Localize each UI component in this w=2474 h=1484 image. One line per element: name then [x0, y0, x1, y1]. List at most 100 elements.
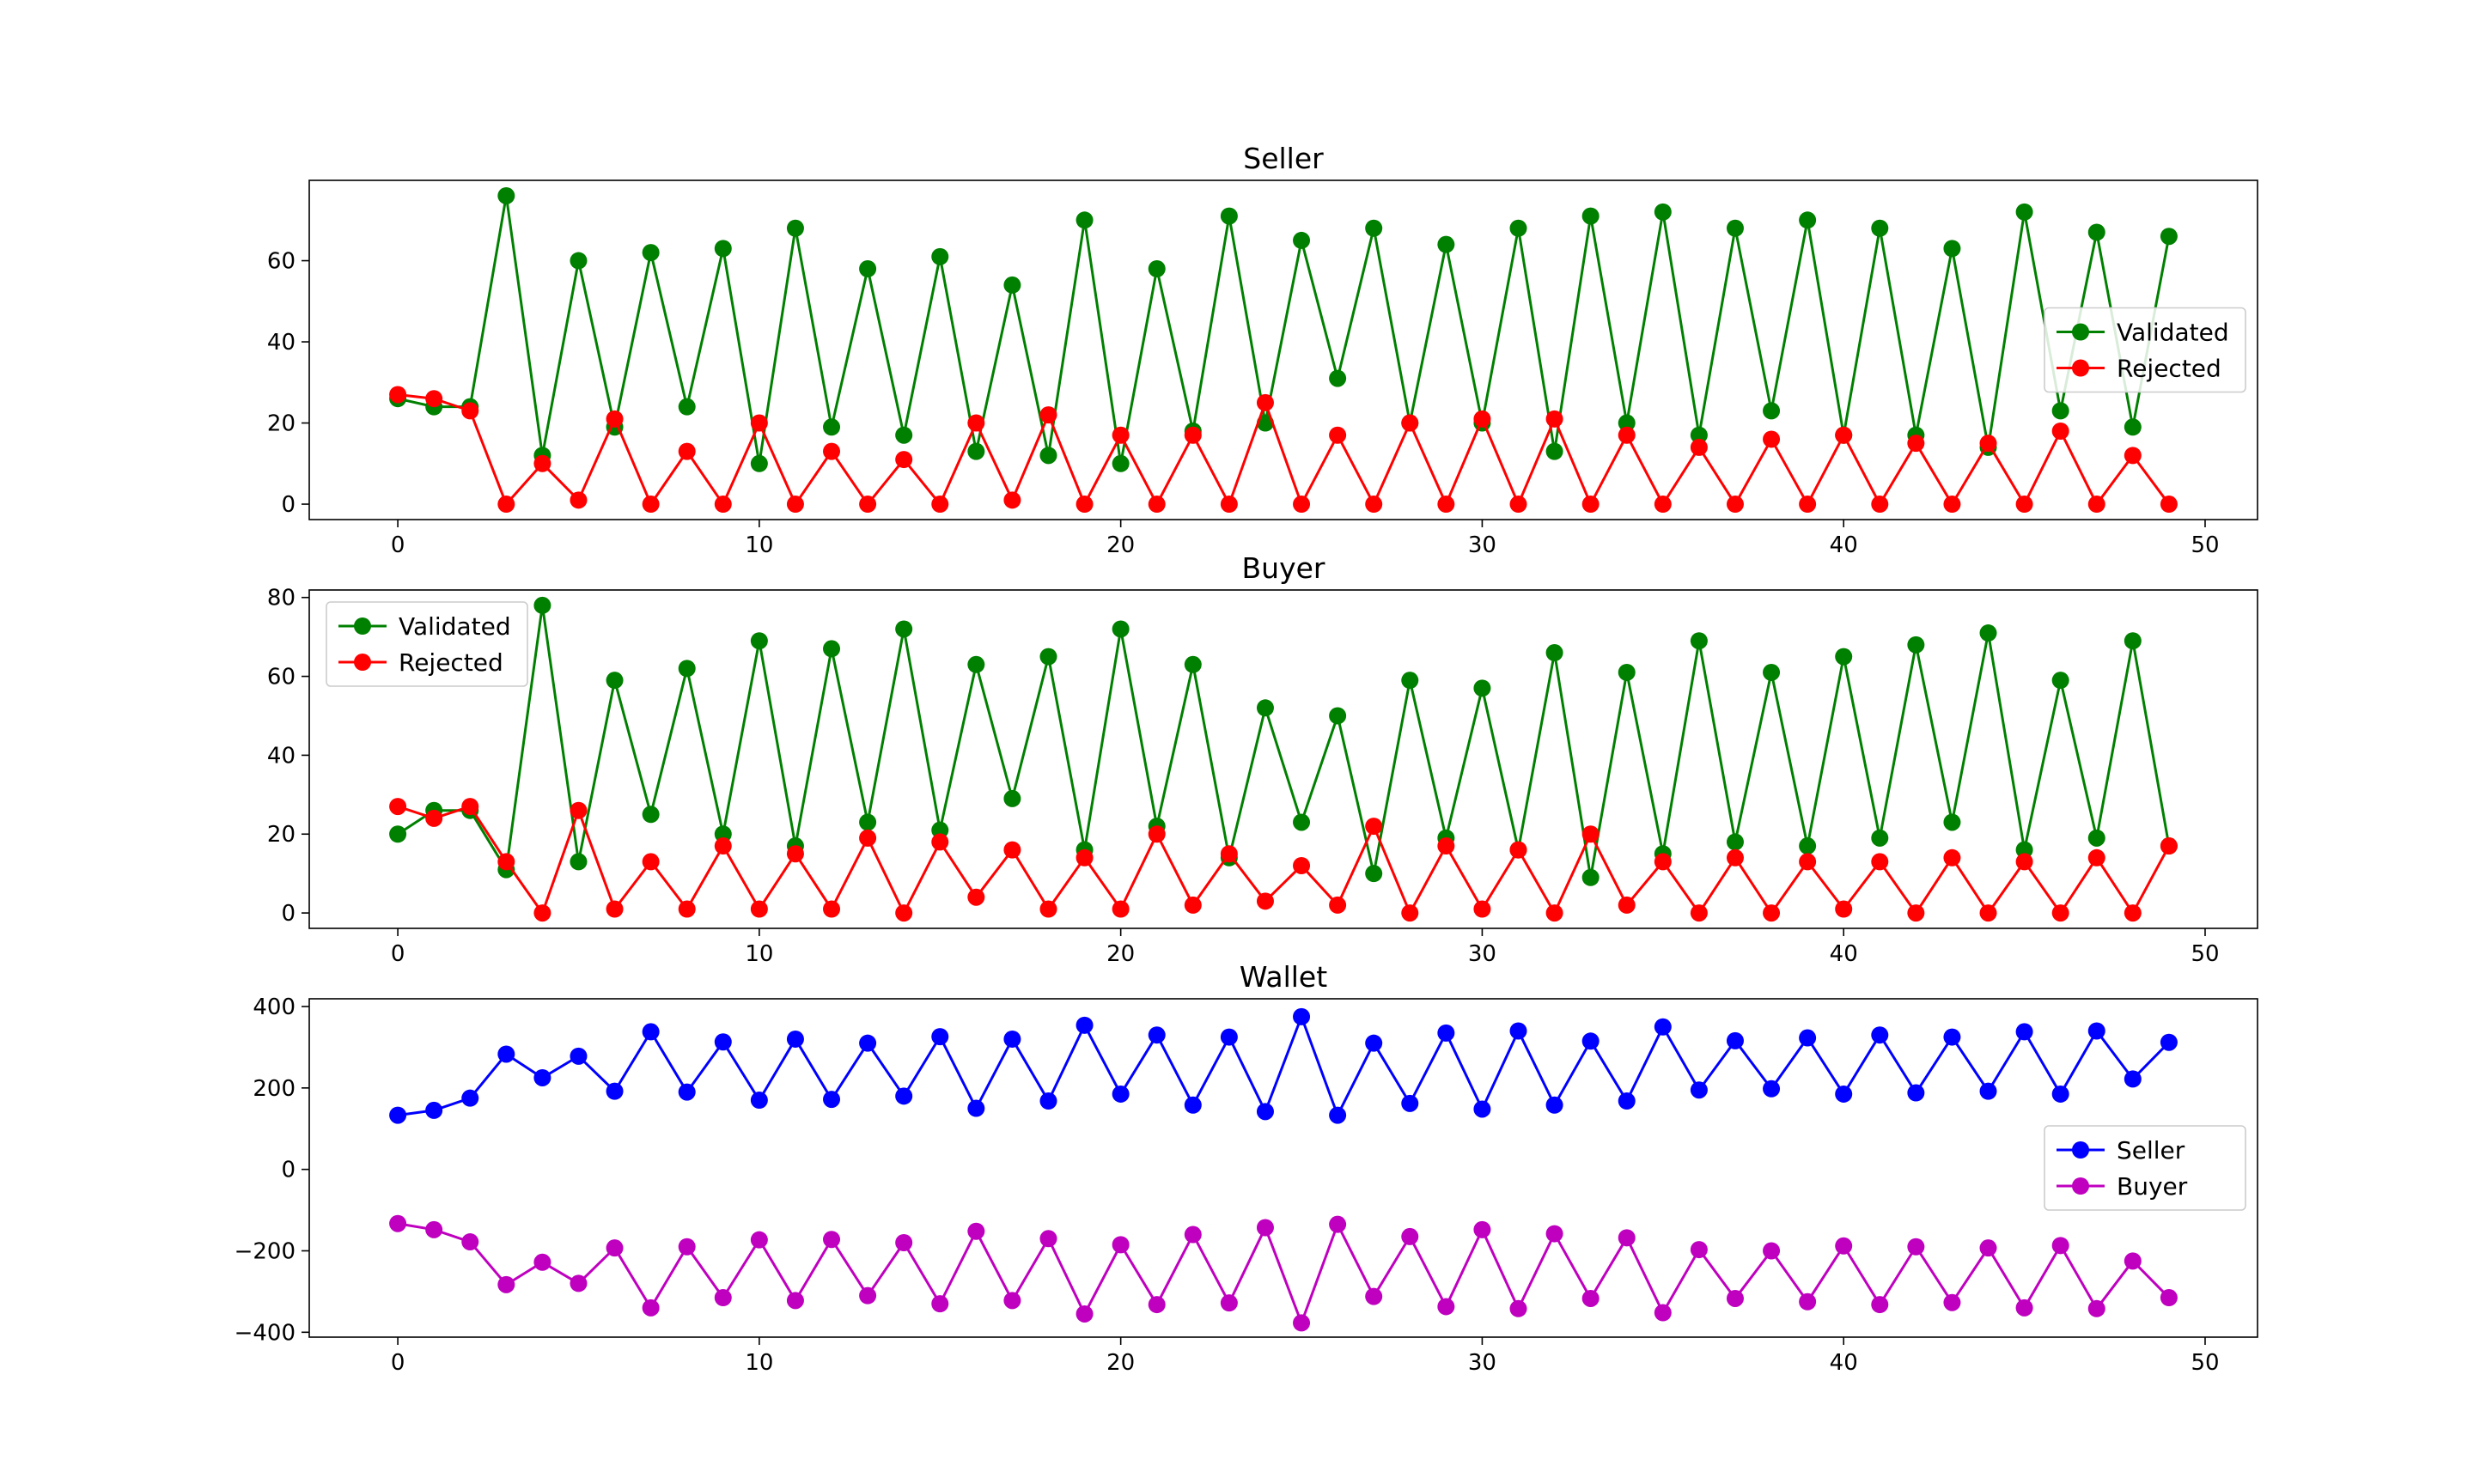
wallet-buyer-point [1509, 1299, 1527, 1317]
buyer-rejected-point [1184, 896, 1202, 914]
y-tick-label: 0 [281, 901, 296, 927]
seller-validated-point [1618, 414, 1636, 432]
seller-validated-point [1726, 219, 1744, 237]
wallet-buyer-point [642, 1298, 660, 1317]
wallet-seller-point [1979, 1082, 1997, 1100]
wallet-seller-point [1799, 1029, 1817, 1047]
wallet-buyer-point [533, 1253, 551, 1271]
wallet-seller-point [2015, 1023, 2033, 1041]
buyer-validated-point [895, 620, 913, 638]
buyer-rejected-point [1654, 853, 1672, 871]
seller-validated-point [1256, 414, 1274, 432]
buyer-validated-point [714, 825, 732, 843]
seller-validated-point [1943, 240, 1961, 258]
buyer-validated-point [1256, 699, 1274, 717]
buyer-validated-point [1365, 865, 1383, 883]
wallet-seller-point [1401, 1094, 1419, 1112]
seller-validated-point [1076, 211, 1094, 229]
wallet-buyer-point [1799, 1292, 1817, 1311]
seller-rejected-point [1112, 426, 1130, 444]
x-tick-label: 20 [1106, 941, 1135, 967]
seller-validated-point [1293, 231, 1311, 249]
wallet-seller-line [397, 1015, 2170, 1117]
wallet-subplot: Wallet 0 10 20 30 40 50 −400 −200 0 200 400 Seller Bu… [235, 960, 2258, 1376]
seller-rejected-point [786, 496, 804, 514]
wallet-buyer-point [1943, 1293, 1961, 1311]
y-tick-label: −200 [235, 1238, 296, 1264]
x-tick-label: 40 [1830, 941, 1858, 967]
x-tick-label: 50 [2191, 532, 2219, 558]
seller-validated-point [2051, 402, 2069, 420]
buyer-validated-point [2124, 632, 2142, 650]
buyer-rejected-point [1835, 900, 1853, 918]
seller-validated-point [1112, 454, 1130, 472]
buyer-rejected-point [497, 853, 515, 871]
buyer-subplot: Buyer 0 10 20 30 40 50 0 20 40 60 80 Validated Reject… [267, 551, 2258, 967]
buyer-rejected-point [750, 900, 768, 918]
seller-rejected-point [1763, 430, 1781, 448]
y-tick-label: 60 [267, 665, 296, 690]
y-tick-label: 40 [267, 743, 296, 769]
buyer-validated-point [1943, 813, 1961, 831]
legend-marker [2072, 1141, 2089, 1159]
buyer-rejected-point [2124, 904, 2142, 922]
wallet-buyer-point [1184, 1226, 1202, 1244]
buyer-validated-point [1545, 644, 1563, 662]
seller-validated-point [2087, 223, 2105, 241]
buyer-rejected-point [1979, 904, 1997, 922]
seller-validated-series [389, 186, 2178, 472]
wallet-buyer-point [1581, 1289, 1600, 1307]
wallet-buyer-point [1871, 1296, 1889, 1314]
wallet-seller-point [1690, 1081, 1708, 1099]
buyer-validated-point [1726, 833, 1744, 851]
legend-label: Validated [399, 612, 511, 641]
wallet-seller-point [425, 1101, 443, 1119]
buyer-validated-point [1690, 632, 1708, 650]
seller-rejected-point [389, 386, 407, 404]
seller-validated-point [1690, 426, 1708, 444]
buyer-validated-point [1835, 648, 1853, 666]
wallet-seller-point [1763, 1080, 1781, 1098]
buyer-validated-point [1039, 648, 1057, 666]
wallet-buyer-point [1907, 1238, 1925, 1256]
seller-validated-point [2015, 203, 2033, 221]
wallet-buyer-series [389, 1214, 2178, 1332]
seller-rejected-point [533, 454, 551, 472]
buyer-validated-point [389, 825, 407, 843]
buyer-validated-point [1763, 663, 1781, 681]
seller-validated-point [1148, 260, 1166, 278]
buyer-rejected-point [1545, 904, 1563, 922]
seller-validated-point [1039, 447, 1057, 465]
seller-validated-point [895, 426, 913, 444]
wallet-buyer-point [1401, 1227, 1419, 1245]
wallet-seller-point [2124, 1070, 2142, 1088]
wallet-buyer-point [1690, 1241, 1708, 1259]
buyer-rejected-point [678, 900, 696, 918]
seller-rejected-series [389, 386, 2178, 514]
seller-rejected-point [823, 442, 841, 460]
wallet-buyer-point [1220, 1294, 1238, 1312]
wallet-seller-point [1220, 1028, 1238, 1046]
wallet-seller-point [1618, 1092, 1636, 1110]
seller-validated-point [1545, 442, 1563, 460]
wallet-buyer-point [2087, 1299, 2105, 1317]
seller-rejected-line [397, 392, 2171, 506]
buyer-rejected-point [931, 833, 949, 851]
x-tick-label: 10 [745, 941, 773, 967]
x-tick-label: 20 [1106, 532, 1135, 558]
wallet-seller-point [895, 1087, 913, 1105]
wallet-buyer-point [606, 1239, 624, 1257]
wallet-seller-point [2051, 1085, 2069, 1103]
buyer-rejected-point [786, 845, 804, 863]
buyer-rejected-point [1003, 841, 1021, 859]
buyer-rejected-point [425, 809, 443, 827]
seller-rejected-point [714, 496, 732, 514]
buyer-validated-point [967, 655, 985, 673]
buyer-rejected-point [823, 900, 841, 918]
wallet-buyer-point [570, 1274, 588, 1292]
seller-rejected-point [967, 414, 985, 432]
wallet-seller-point [461, 1089, 479, 1107]
wallet-seller-point [750, 1092, 768, 1110]
wallet-seller-point [1076, 1016, 1094, 1034]
legend-marker [2072, 359, 2089, 377]
